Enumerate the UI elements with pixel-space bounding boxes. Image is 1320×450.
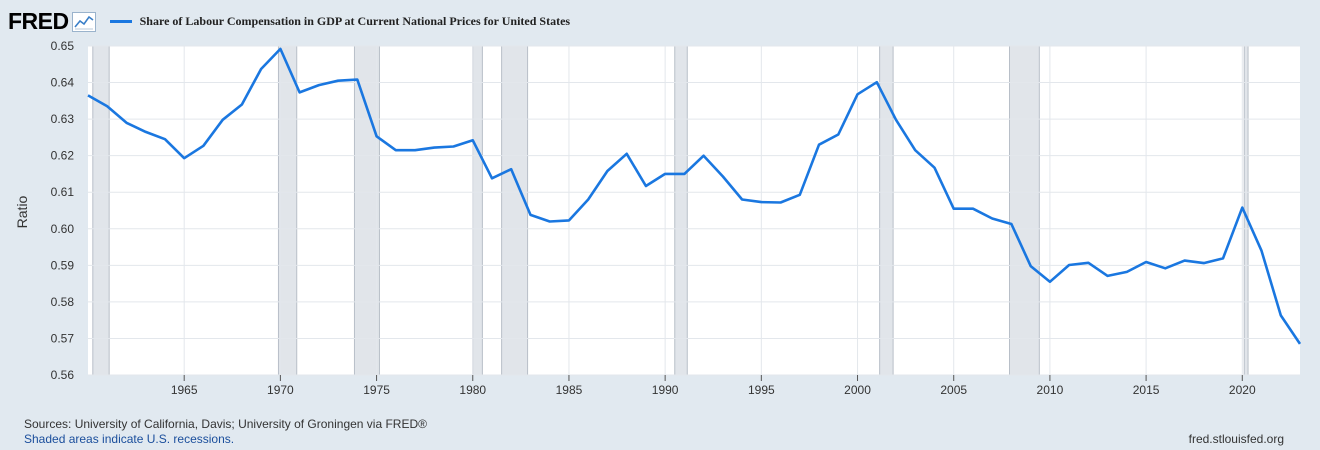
y-tick-label: 0.58 [51,295,75,309]
legend-swatch [109,19,132,23]
x-tick-label: 1970 [267,383,294,397]
legend: Share of Labour Compensation in GDP at C… [109,13,571,29]
recession-band-0 [92,46,110,375]
line-chart: 0.56 0.57 0.58 0.59 0.60 0.61 0.62 0.63 0.64 0.65… [14,39,1302,397]
x-tick-label: 1985 [556,383,583,397]
x-tick-label: 1965 [171,383,198,397]
x-tick-label: 2015 [1133,383,1160,397]
y-tick-label: 0.61 [51,185,75,199]
y-tick-label: 0.63 [51,112,75,126]
recession-band-1 [277,46,298,375]
recession-band-3 [472,46,483,375]
sources-text: Sources: University of California, Davis… [24,417,427,431]
y-tick-label: 0.57 [51,331,75,345]
recession-note[interactable]: Shaded areas indicate U.S. recessions. [24,432,235,446]
gridlines [88,45,1300,376]
y-axis-ticks: 0.56 0.57 0.58 0.59 0.60 0.61 0.62 0.63 0.64 0.65 [51,39,75,382]
series-line [87,47,1302,345]
recession-band-4 [501,46,529,375]
y-tick-label: 0.56 [51,368,75,382]
x-tick-label: 1975 [363,383,390,397]
fred-logo[interactable]: FRED [8,7,69,34]
x-tick-label: 2000 [844,383,871,397]
x-tick-label: 2010 [1037,383,1064,397]
x-axis-ticks: 1965 1970 1975 1980 1985 1990 1995 2000 2005 2010… [171,375,1256,397]
line-chart-icon [71,12,96,32]
x-tick-label: 1995 [748,383,775,397]
y-tick-label: 0.59 [51,258,75,272]
x-tick-label: 1980 [459,383,486,397]
y-tick-label: 0.65 [51,39,75,53]
x-tick-label: 1990 [652,383,679,397]
recession-band-7 [1009,46,1040,375]
y-tick-label: 0.64 [51,76,75,90]
recession-band-5 [674,46,688,375]
y-tick-label: 0.62 [51,149,75,163]
y-axis-title: Ratio [14,195,30,228]
legend-series-label[interactable]: Share of Labour Compensation in GDP at C… [139,13,571,28]
y-tick-label: 0.60 [51,222,75,236]
fred-url[interactable]: fred.stlouisfed.org [1188,432,1284,446]
plot-area [88,46,1300,375]
x-tick-label: 2005 [940,383,967,397]
recession-band-6 [879,46,894,375]
x-tick-label: 2020 [1229,383,1256,397]
chart-header: FRED Share of Labour Compensation in GDP… [8,6,570,36]
recession-band-2 [353,46,380,375]
